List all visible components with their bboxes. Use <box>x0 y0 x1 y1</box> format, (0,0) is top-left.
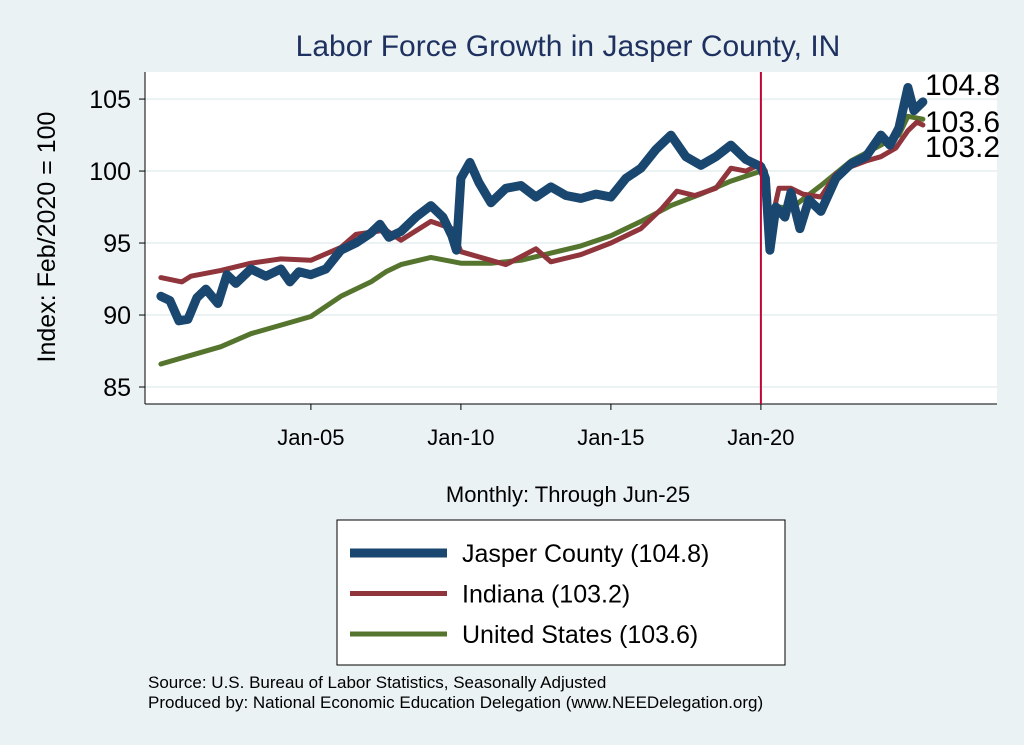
x-tick-label: Jan-20 <box>727 425 794 450</box>
series-line-united <box>158 113 926 367</box>
y-axis-label: Index: Feb/2020 = 100 <box>33 112 61 363</box>
source-note: Source: U.S. Bureau of Labor Statistics,… <box>148 673 606 692</box>
y-tick-label: 95 <box>103 230 131 258</box>
plot-area <box>145 72 997 404</box>
produced-note: Produced by: National Economic Education… <box>148 693 763 712</box>
y-tick-label: 90 <box>103 302 131 330</box>
y-tick-label: 100 <box>89 158 131 186</box>
legend-label: Indiana (103.2) <box>462 581 630 609</box>
series-line-jasper <box>156 83 928 326</box>
end-label-indiana: 103.2 <box>925 131 1000 164</box>
end-label-us: 103.6 <box>925 106 1000 139</box>
x-tick-label: Jan-10 <box>427 425 494 450</box>
y-tick-label: 105 <box>89 86 131 114</box>
x-tick-label: Jan-05 <box>277 425 344 450</box>
legend-label: United States (103.6) <box>462 621 698 649</box>
legend-label: Jasper County (104.8) <box>462 540 709 568</box>
legend: Jasper County (104.8) Indiana (103.2) Unit… <box>336 519 786 666</box>
chart-title: Labor Force Growth in Jasper County, IN <box>296 30 841 63</box>
x-axis-label: Monthly: Through Jun-25 <box>446 482 690 507</box>
x-tick-label: Jan-15 <box>577 425 644 450</box>
end-label-jasper: 104.8 <box>925 69 1000 102</box>
y-tick-label: 85 <box>103 374 131 402</box>
